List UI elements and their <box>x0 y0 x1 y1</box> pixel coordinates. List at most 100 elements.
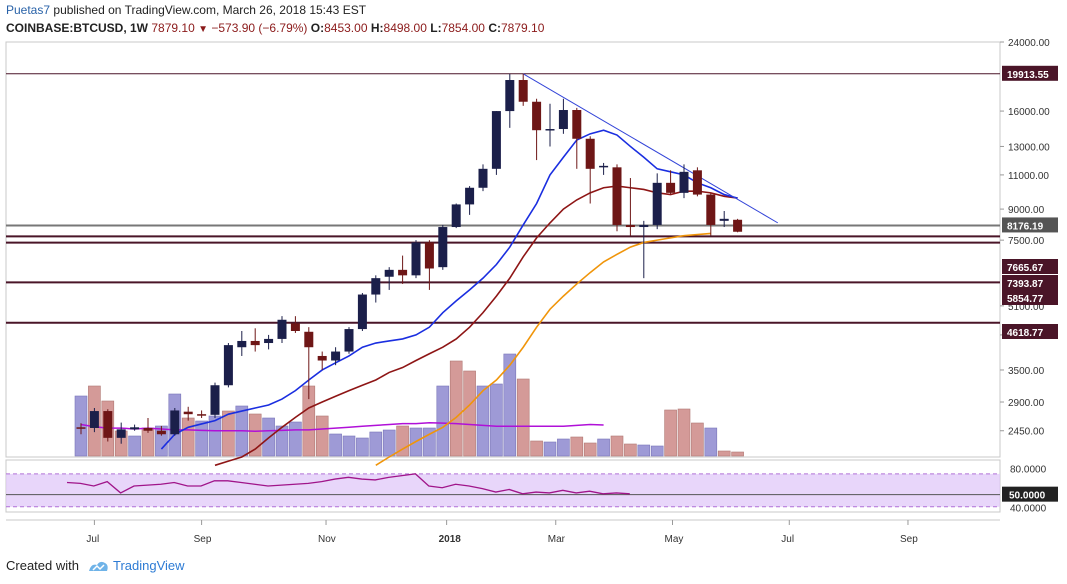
volume-bar <box>624 443 637 457</box>
rsi-tick-label: 40.0000 <box>1010 503 1047 514</box>
candle-body <box>130 427 140 430</box>
candle-body <box>237 340 247 348</box>
level-tag-label: 19913.55 <box>1007 70 1049 81</box>
candle-body <box>277 319 287 339</box>
candle-body <box>679 171 689 193</box>
time-tick-label: Mar <box>548 534 566 545</box>
ema-slow-line <box>375 232 711 466</box>
time-tick-label: Nov <box>318 534 336 545</box>
tradingview-brand-link[interactable]: TradingView <box>112 558 185 573</box>
price-tick-label: 2450.00 <box>1008 427 1045 438</box>
high-label: H: <box>370 21 384 35</box>
symbol-info: COINBASE:BTCUSD, 1W 7879.10 ▼ −573.90 (−… <box>6 21 544 35</box>
candle-body <box>424 242 434 269</box>
author-link[interactable]: Puetas7 <box>6 3 51 17</box>
price-tick-label: 2900.00 <box>1008 398 1045 409</box>
high-value: 8498.00 <box>383 21 427 35</box>
candle-body <box>398 269 408 276</box>
volume-bar <box>691 422 704 457</box>
volume-bar <box>610 435 624 457</box>
price-tick-label: 16000.00 <box>1008 107 1050 118</box>
candle-body <box>331 351 341 361</box>
candle-body <box>371 278 381 295</box>
volume-bar <box>516 378 530 457</box>
level-tag <box>1002 275 1058 290</box>
candle-body <box>558 110 568 130</box>
candle-body <box>357 294 367 330</box>
time-tick-label: 2018 <box>439 534 462 545</box>
candle-body <box>706 194 716 225</box>
volume-bar <box>490 383 503 457</box>
volume-bar <box>248 413 262 457</box>
level-tag-label: 7393.87 <box>1007 279 1044 290</box>
candle-body <box>625 224 635 228</box>
time-tick-label: May <box>665 534 684 545</box>
candle-body <box>170 410 180 435</box>
price-tick-label: 3500.00 <box>1008 366 1045 377</box>
volume-bar <box>275 425 289 457</box>
candle-body <box>317 355 327 361</box>
candle-body <box>505 80 515 112</box>
volume-bar <box>530 440 543 457</box>
trendline <box>522 73 779 224</box>
level-tag <box>1002 259 1058 274</box>
time-tick-label: Sep <box>900 534 918 545</box>
candle-body <box>116 429 126 438</box>
publish-info: Puetas7 published on TradingView.com, Ma… <box>6 3 366 17</box>
close-label: C: <box>488 21 501 35</box>
close-value: 7879.10 <box>500 21 545 35</box>
volume-bar <box>181 417 195 457</box>
time-tick-label: Jul <box>86 534 99 545</box>
candle-body <box>666 182 676 193</box>
volume-bar <box>222 410 235 457</box>
candle-body <box>652 182 662 225</box>
price-tick-label: 13000.00 <box>1008 142 1050 153</box>
candle-body <box>76 427 86 429</box>
time-tick-label: Jul <box>781 534 794 545</box>
level-tag <box>1002 217 1058 233</box>
published-text: published on TradingView.com, March 26, … <box>53 3 367 17</box>
price-tick-label: 5100.00 <box>1008 302 1045 313</box>
candle-body <box>438 227 448 268</box>
level-tag-label: 7665.67 <box>1007 263 1044 274</box>
candle-body <box>411 242 421 276</box>
volume-bar <box>315 415 329 457</box>
candle-body <box>264 338 274 344</box>
level-tag-label: 5854.77 <box>1007 294 1044 305</box>
volume-bar <box>329 433 342 457</box>
price-tick-label: 24000.00 <box>1008 38 1050 49</box>
candle-body <box>572 110 582 139</box>
volume-bar <box>597 438 610 457</box>
candle-body <box>545 129 555 131</box>
volume-bar <box>463 370 476 457</box>
volume-bar <box>503 353 517 457</box>
candle-body <box>585 138 595 169</box>
volume-bar <box>650 445 664 457</box>
candle-body <box>532 101 542 131</box>
candle-body <box>210 385 220 415</box>
candle-body <box>156 430 166 435</box>
volume-bar <box>637 444 651 457</box>
volume-bar <box>570 436 584 457</box>
tradingview-logo-icon[interactable] <box>87 559 109 573</box>
rsi-value-label: 50.0000 <box>1009 491 1046 502</box>
volume-bar <box>543 441 557 457</box>
volume-bar <box>356 437 369 457</box>
volume-bar <box>369 431 383 457</box>
down-arrow-icon: ▼ <box>198 24 208 35</box>
candle-body <box>518 80 528 102</box>
price-tick-label: 11000.00 <box>1008 171 1049 182</box>
candle-body <box>197 414 207 416</box>
volume-bar <box>342 435 356 457</box>
rsi-value-tag <box>1002 486 1058 502</box>
volume-bar <box>195 420 208 457</box>
volume-bar <box>436 385 450 457</box>
candle-body <box>183 411 193 415</box>
volume-bar <box>583 442 597 457</box>
low-value: 7854.00 <box>441 21 485 35</box>
price-tick-label: 9000.00 <box>1008 205 1045 216</box>
volume-bar <box>557 438 570 457</box>
volume-bar <box>128 435 141 457</box>
ema-fast-line <box>160 129 738 450</box>
